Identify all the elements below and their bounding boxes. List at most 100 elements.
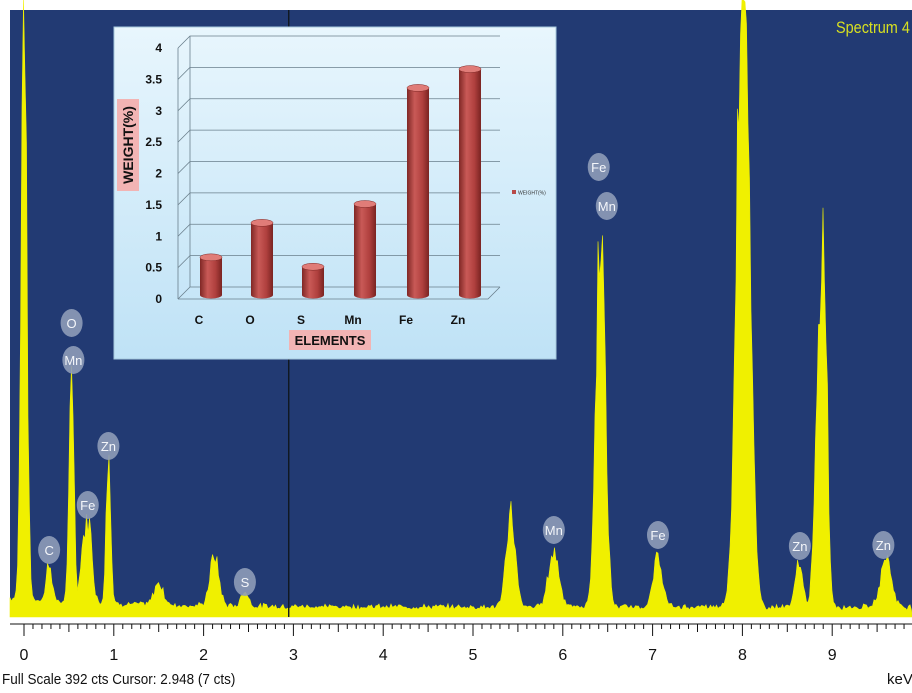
inset-bar-body xyxy=(200,257,222,299)
inset-y-tick-labels: 0 0.5 1 1.5 2 2.5 3 3.5 4 xyxy=(145,41,162,306)
peak-badge xyxy=(62,346,85,374)
inset-bar-top xyxy=(199,253,223,262)
x-tick-label: 0 xyxy=(20,647,29,664)
x-axis-unit: keV xyxy=(887,671,912,688)
inset-bar-o xyxy=(250,219,274,299)
peak-badge xyxy=(788,532,811,560)
inset-y-tick-label: 0.5 xyxy=(145,261,162,275)
inset-x-tick-label: Fe xyxy=(399,313,413,327)
peak-label-zn: Zn xyxy=(97,432,120,460)
inset-y-tick-label: 3 xyxy=(155,104,162,118)
peak-badge-text: Fe xyxy=(650,528,665,543)
inset-x-tick-label: S xyxy=(297,313,305,327)
inset-bar-top xyxy=(406,84,430,92)
inset-y-tick-label: 2 xyxy=(155,167,162,181)
inset-bar-body xyxy=(354,204,376,299)
x-tick-label: 6 xyxy=(558,647,567,664)
peak-badge xyxy=(872,531,895,559)
inset-legend-label: WEIGHT(%) xyxy=(518,191,546,197)
inset-y-tick-label: 1.5 xyxy=(145,198,162,212)
peak-label-o: O xyxy=(60,309,83,337)
x-tick-label: 7 xyxy=(648,647,657,664)
x-tick-label: 3 xyxy=(289,647,298,664)
inset-y-tick-label: 0 xyxy=(155,292,162,306)
peak-badge-text: Zn xyxy=(792,539,807,554)
inset-bar-s xyxy=(301,263,325,299)
inset-y-tick-label: 1 xyxy=(155,229,162,243)
peak-label-mn: Mn xyxy=(595,192,618,220)
spectrum-title: Spectrum 4 xyxy=(836,18,910,37)
inset-x-tick-labels: C O S Mn Fe Zn xyxy=(195,313,466,327)
peak-badge-text: S xyxy=(241,575,250,590)
peak-label-mn: Mn xyxy=(542,516,565,544)
spectrum-trace xyxy=(9,0,912,618)
x-tick-label: 2 xyxy=(199,647,208,664)
peak-badge xyxy=(233,568,256,596)
peak-badge-text: Mn xyxy=(545,523,563,538)
peak-badge-text: Mn xyxy=(64,353,82,368)
inset-ylabel-box xyxy=(117,99,139,191)
inset-bar-body xyxy=(251,222,273,299)
inset-bar-top xyxy=(301,263,325,271)
peak-badge-text: O xyxy=(67,316,77,331)
inset-bar-body xyxy=(459,69,481,299)
inset-bar-top xyxy=(458,65,482,73)
peak-label-zn: Zn xyxy=(872,531,895,559)
inset-x-tick-label: Zn xyxy=(451,313,466,327)
inset-legend-swatch xyxy=(512,190,516,194)
inset-gridlines xyxy=(177,35,501,300)
peak-label-zn: Zn xyxy=(788,532,811,560)
peak-badge-text: Zn xyxy=(101,439,116,454)
peak-badge xyxy=(587,153,610,181)
peak-label-mn: Mn xyxy=(62,346,85,374)
x-tick-label: 9 xyxy=(828,647,837,664)
inset-y-tick-label: 4 xyxy=(155,41,162,55)
inset-bar-top xyxy=(353,200,377,208)
peak-label-fe: Fe xyxy=(76,491,99,519)
inset-floor xyxy=(178,286,501,300)
inset-bar-mn xyxy=(353,200,377,299)
x-tick-label: 4 xyxy=(379,647,388,664)
peak-badge xyxy=(646,521,669,549)
weight-bar-chart-inset: 0 0.5 1 1.5 2 2.5 3 3.5 4 C O S Mn Fe Zn WEIGHT(%) EL… xyxy=(113,26,557,360)
x-tick-label: 1 xyxy=(109,647,118,664)
peak-badge xyxy=(60,309,83,337)
peak-badge-text: Fe xyxy=(80,498,95,513)
inset-bars xyxy=(199,65,482,299)
inset-xlabel-box xyxy=(289,330,371,350)
peak-badge-text: Fe xyxy=(591,160,606,175)
inset-bar-c xyxy=(199,253,223,299)
peak-badge-text: Mn xyxy=(598,199,616,214)
inset-x-tick-label: Mn xyxy=(344,313,361,327)
peak-label-group: O Mn Zn Fe C S Mn Fe Mn Fe Zn Zn xyxy=(38,153,895,596)
peak-badge xyxy=(542,516,565,544)
spectrum-trace-group xyxy=(9,0,912,618)
status-line: Full Scale 392 cts Cursor: 2.948 (7 cts) xyxy=(2,671,236,688)
inset-bar-top xyxy=(250,219,274,227)
inset-ylabel: WEIGHT(%) xyxy=(120,106,136,184)
inset-x-tick-label: C xyxy=(195,313,204,327)
peak-badge xyxy=(595,192,618,220)
inset-bar-zn xyxy=(458,65,482,299)
x-axis: 0 1 2 3 4 5 6 7 8 9 xyxy=(10,623,912,664)
peak-badge-text: C xyxy=(44,543,53,558)
x-tick-label: 8 xyxy=(738,647,747,664)
inset-bar-fe xyxy=(406,84,430,299)
x-tick-label: 5 xyxy=(469,647,478,664)
inset-xlabel: ELEMENTS xyxy=(295,333,366,348)
peak-label-c: C xyxy=(38,536,61,564)
peak-label-fe: Fe xyxy=(646,521,669,549)
peak-badge xyxy=(76,491,99,519)
peak-label-fe: Fe xyxy=(587,153,610,181)
inset-x-tick-label: O xyxy=(245,313,254,327)
peak-badge-text: Zn xyxy=(876,538,891,553)
peak-label-s: S xyxy=(233,568,256,596)
peak-badge xyxy=(38,536,61,564)
inset-y-tick-label: 3.5 xyxy=(145,72,162,86)
inset-bar-body xyxy=(302,266,324,299)
peak-badge xyxy=(97,432,120,460)
inset-bar-body xyxy=(407,87,429,299)
inset-y-tick-label: 2.5 xyxy=(145,135,162,149)
